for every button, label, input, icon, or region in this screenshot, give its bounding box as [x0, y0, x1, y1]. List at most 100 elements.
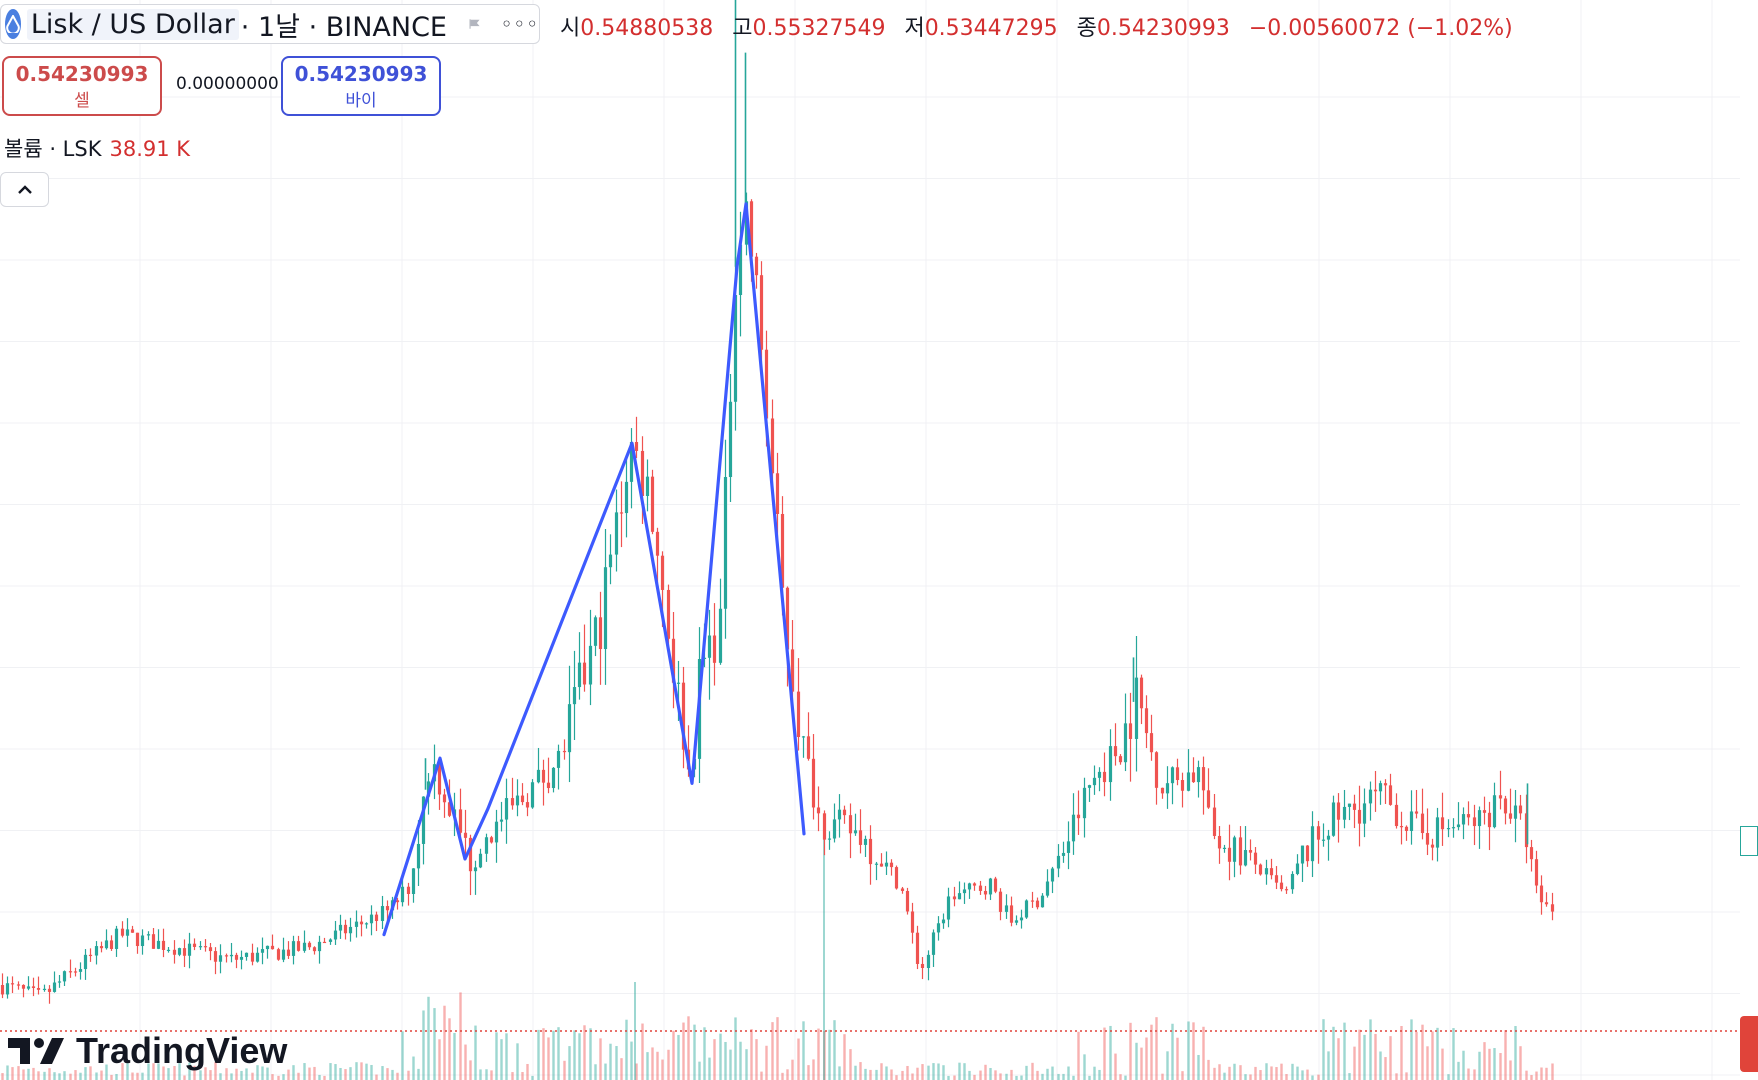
- candle-body: [1061, 852, 1066, 856]
- volume-bar: [401, 1031, 404, 1080]
- volume-bar: [1187, 1021, 1190, 1080]
- volume-bar: [1109, 1025, 1112, 1080]
- candle-body: [416, 843, 421, 869]
- candle-body: [1191, 772, 1196, 783]
- volume-bar: [989, 1067, 992, 1080]
- trend-drawing-line[interactable]: [382, 202, 806, 937]
- candle-body: [21, 984, 26, 989]
- candle-body: [764, 349, 769, 419]
- volume-bar: [817, 1028, 820, 1080]
- candle-body: [270, 945, 275, 950]
- candle-body: [676, 682, 681, 684]
- volume-bar: [1348, 1073, 1351, 1080]
- volume-bar: [953, 1075, 956, 1080]
- candle-body: [276, 949, 281, 960]
- candle-body: [1175, 767, 1180, 781]
- more-options-icon[interactable]: ◦◦◦: [500, 12, 539, 36]
- volume-bar: [474, 1025, 477, 1080]
- candle-body: [1180, 780, 1185, 791]
- volume-bar: [563, 1060, 566, 1080]
- volume-bar: [1192, 1022, 1195, 1080]
- candle-body: [1316, 826, 1321, 840]
- volume-bar: [921, 1064, 924, 1080]
- volume-bar: [1072, 1075, 1075, 1080]
- buy-button[interactable]: 0.54230993 바이: [281, 56, 441, 116]
- low-value: 0.53447295: [924, 16, 1058, 41]
- candle-body: [536, 769, 541, 783]
- candle-body: [88, 954, 93, 957]
- candle-body: [442, 794, 447, 803]
- candle-body: [265, 945, 270, 950]
- ohlc-legend: 시0.54880538 고0.55327549 저0.53447295 종0.5…: [560, 10, 1513, 42]
- volume-value: 38.91 K: [109, 137, 191, 161]
- volume-bar: [875, 1069, 878, 1080]
- volume-bar: [188, 1062, 191, 1080]
- candle-body: [1539, 885, 1544, 903]
- candle-body: [1279, 882, 1284, 890]
- volume-bar: [994, 1070, 997, 1080]
- volume-bar: [1114, 1053, 1117, 1080]
- volume-bar: [797, 1038, 800, 1080]
- volume-bar: [1254, 1066, 1257, 1080]
- flag-icon[interactable]: [469, 14, 481, 34]
- candle-body: [889, 862, 894, 868]
- symbol-name[interactable]: Lisk / US Dollar: [26, 8, 239, 40]
- volume-bar: [1171, 1023, 1174, 1080]
- candle-body: [1378, 783, 1383, 792]
- candle-body: [1149, 733, 1154, 753]
- candle-body: [598, 617, 603, 650]
- volume-bar: [1519, 1046, 1522, 1080]
- volume-bar: [927, 1065, 930, 1080]
- candle-body: [738, 244, 743, 296]
- candle-body: [614, 512, 619, 555]
- candle-body: [1336, 802, 1341, 820]
- tradingview-logo[interactable]: TradingView: [8, 1030, 287, 1072]
- volume-bar: [438, 1039, 441, 1080]
- volume-bar: [828, 1029, 831, 1080]
- candle-body: [978, 885, 983, 891]
- volume-bar: [1405, 1072, 1408, 1080]
- candle-body: [1300, 845, 1305, 864]
- symbol-header[interactable]: Lisk / US Dollar · 1날 · BINANCE ◦◦◦: [0, 4, 540, 44]
- candle-body: [57, 981, 62, 983]
- volume-bar: [760, 1071, 763, 1080]
- candle-body: [588, 645, 593, 685]
- volume-bar: [604, 1063, 607, 1080]
- candle-body: [915, 932, 920, 964]
- candle-body: [723, 477, 728, 609]
- volume-bar: [547, 1037, 550, 1080]
- sell-button[interactable]: 0.54230993 셀: [2, 56, 162, 116]
- candle-body: [1212, 807, 1217, 836]
- volume-bar: [479, 1069, 482, 1080]
- volume-bar: [1493, 1048, 1496, 1080]
- candle-body: [1399, 826, 1404, 828]
- candle-body: [166, 949, 171, 952]
- volume-bar: [906, 1065, 909, 1080]
- volume-legend[interactable]: 볼륨 · LSK 38.91 K: [4, 133, 190, 163]
- volume-bar: [682, 1022, 685, 1080]
- candle-body: [1524, 813, 1529, 848]
- volume-bar: [173, 1066, 176, 1080]
- candle-body: [1331, 802, 1336, 836]
- volume-bar: [355, 1062, 358, 1080]
- volume-bar: [1270, 1066, 1273, 1080]
- buy-label: 바이: [345, 90, 377, 111]
- candle-body: [775, 473, 780, 514]
- collapse-legend-button[interactable]: [0, 172, 49, 207]
- candle-body: [1243, 850, 1248, 866]
- volume-bar: [1005, 1073, 1008, 1080]
- volume-bar: [1306, 1069, 1309, 1080]
- candle-body: [99, 946, 104, 949]
- close-value: 0.54230993: [1096, 16, 1230, 41]
- volume-bars: [1, 818, 1554, 1080]
- last-price-flag: [1740, 1016, 1758, 1072]
- volume-bar: [1093, 1066, 1096, 1080]
- volume-bar: [542, 1028, 545, 1080]
- candle-body: [1321, 839, 1326, 841]
- volume-bar: [1421, 1024, 1424, 1080]
- symbol-meta[interactable]: · 1날 · BINANCE: [240, 11, 447, 43]
- volume-bar: [1098, 1069, 1101, 1080]
- volume-bar: [105, 1064, 108, 1080]
- volume-bar: [537, 1029, 540, 1080]
